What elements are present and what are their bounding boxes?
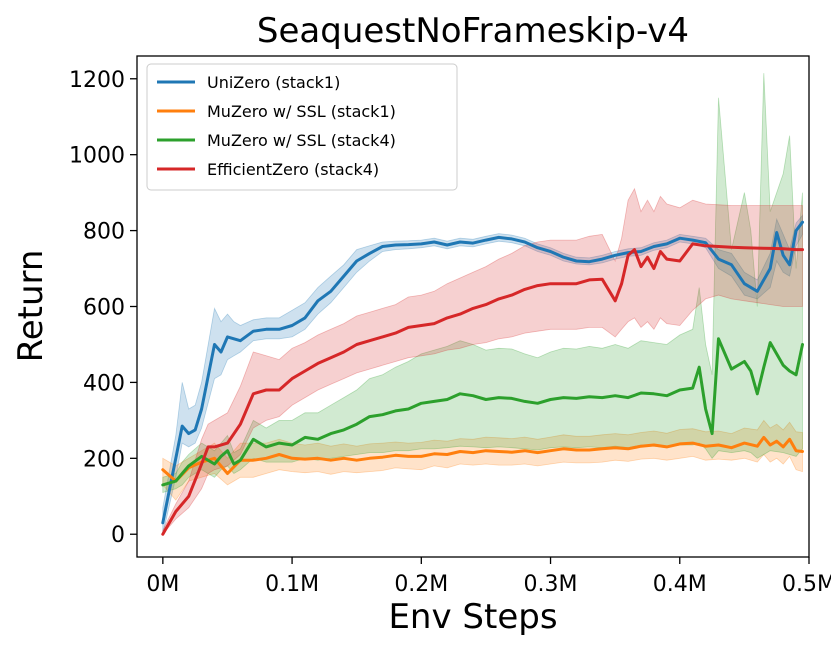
band-muzero-w-ssl-stack4 [162, 73, 803, 494]
series-line-unizero-stack1 [161, 220, 804, 525]
chart-title: SeaquestNoFrameskip-v4 [257, 11, 689, 51]
y-tick-label: 800 [83, 220, 125, 245]
x-tick-label: 0.4M [653, 572, 707, 597]
x-axis-ticks: 0M 0.1M 0.2M 0.3M 0.4M 0.5M [146, 557, 831, 597]
y-axis-label: Return [11, 250, 51, 363]
x-tick-label: 0.2M [394, 572, 448, 597]
y-axis-ticks: 0 200 400 600 800 1000 1200 [69, 68, 137, 548]
y-tick-label: 1000 [69, 144, 125, 169]
band-efficientzero-stack4 [162, 187, 803, 536]
y-tick-label: 400 [83, 371, 125, 396]
x-axis-label: Env Steps [388, 597, 557, 637]
series-lines [161, 220, 804, 536]
y-tick-label: 0 [111, 523, 125, 548]
band-unizero-stack1 [162, 214, 803, 535]
series-line-muzero-w-ssl-stack1 [161, 435, 804, 483]
x-tick-label: 0.5M [782, 572, 831, 597]
x-tick-label: 0.1M [265, 572, 319, 597]
confidence-bands [162, 73, 803, 536]
legend-label-unizero-stack1: UniZero (stack1) [207, 73, 340, 92]
legend-label-muzero-w-ssl-stack4: MuZero w/ SSL (stack4) [207, 131, 396, 150]
y-tick-label: 600 [83, 296, 125, 321]
y-tick-label: 200 [83, 447, 125, 472]
series-line-efficientzero-stack4 [161, 242, 804, 536]
x-tick-label: 0.3M [524, 572, 578, 597]
x-tick-label: 0M [146, 572, 179, 597]
legend-label-efficientzero-stack4: EfficientZero (stack4) [207, 160, 379, 179]
series-line-muzero-w-ssl-stack4 [161, 337, 804, 487]
band-muzero-w-ssl-stack1 [162, 419, 803, 501]
legend: UniZero (stack1) MuZero w/ SSL (stack1) Mu… [146, 63, 458, 191]
legend-label-muzero-w-ssl-stack1: MuZero w/ SSL (stack1) [207, 102, 396, 121]
y-tick-label: 1200 [69, 68, 125, 93]
legend-box [146, 63, 458, 191]
